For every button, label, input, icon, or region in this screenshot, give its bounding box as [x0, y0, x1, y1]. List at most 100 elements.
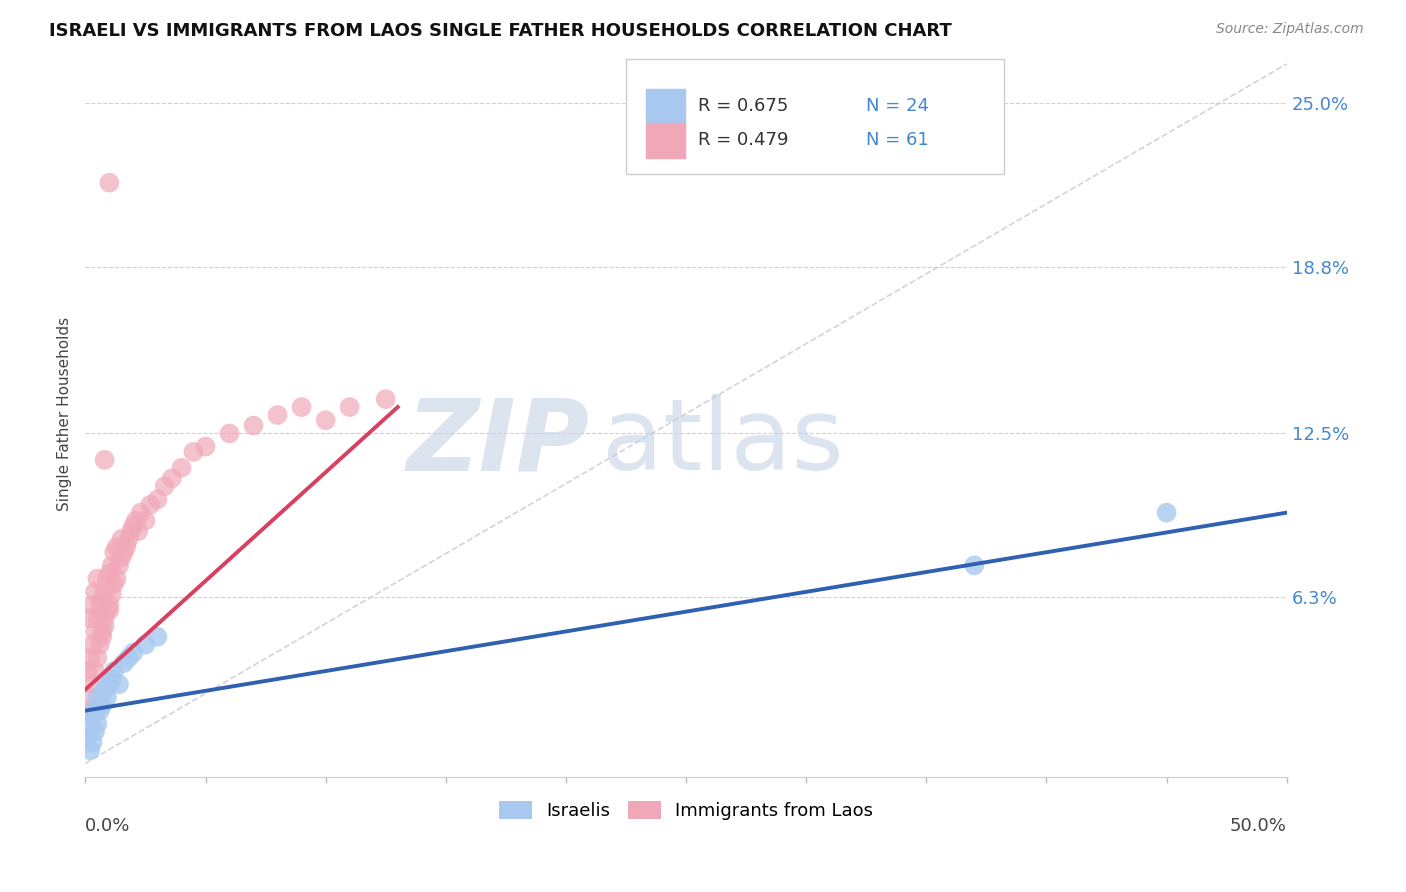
Point	[112, 656, 135, 670]
Point	[374, 392, 396, 406]
Point	[122, 519, 145, 533]
Point	[218, 426, 240, 441]
Point	[122, 646, 145, 660]
Point	[160, 471, 183, 485]
Point	[84, 624, 107, 639]
Point	[98, 566, 121, 581]
Point	[105, 540, 128, 554]
Point	[89, 598, 111, 612]
Point	[91, 698, 114, 713]
Point	[117, 650, 139, 665]
Point	[110, 532, 132, 546]
Point	[266, 408, 288, 422]
Text: 0.0%: 0.0%	[86, 816, 131, 835]
Point	[91, 630, 114, 644]
Point	[103, 577, 125, 591]
Point	[963, 558, 986, 573]
Point	[89, 704, 111, 718]
Point	[96, 572, 118, 586]
Y-axis label: Single Father Households: Single Father Households	[58, 317, 72, 511]
Point	[84, 584, 107, 599]
Point	[170, 460, 193, 475]
Point	[84, 704, 107, 718]
Point	[339, 400, 361, 414]
Text: ZIP: ZIP	[406, 394, 591, 491]
Point	[76, 730, 98, 744]
Point	[117, 532, 139, 546]
Text: atlas: atlas	[602, 394, 844, 491]
Text: ISRAELI VS IMMIGRANTS FROM LAOS SINGLE FATHER HOUSEHOLDS CORRELATION CHART: ISRAELI VS IMMIGRANTS FROM LAOS SINGLE F…	[49, 22, 952, 40]
Point	[242, 418, 264, 433]
Point	[105, 572, 128, 586]
Point	[93, 453, 115, 467]
Point	[115, 540, 138, 554]
Text: N = 24: N = 24	[866, 97, 929, 115]
Point	[93, 682, 115, 697]
Point	[96, 690, 118, 705]
Point	[98, 677, 121, 691]
Point	[96, 603, 118, 617]
Point	[125, 514, 148, 528]
Point	[194, 440, 217, 454]
Point	[91, 624, 114, 639]
Point	[86, 611, 108, 625]
Point	[101, 558, 124, 573]
Bar	[647, 123, 685, 158]
Text: 50.0%: 50.0%	[1230, 816, 1286, 835]
Point	[108, 677, 131, 691]
Point	[291, 400, 314, 414]
Point	[103, 664, 125, 678]
Point	[110, 550, 132, 565]
Point	[98, 598, 121, 612]
Point	[91, 592, 114, 607]
Point	[76, 704, 98, 718]
Point	[86, 650, 108, 665]
Point	[112, 545, 135, 559]
Point	[101, 587, 124, 601]
Point	[79, 650, 101, 665]
Point	[79, 690, 101, 705]
Point	[82, 598, 104, 612]
Point	[93, 584, 115, 599]
Point	[89, 638, 111, 652]
Point	[127, 524, 149, 538]
Point	[82, 735, 104, 749]
Legend: Israelis, Immigrants from Laos: Israelis, Immigrants from Laos	[491, 792, 882, 830]
Text: R = 0.675: R = 0.675	[697, 97, 789, 115]
Point	[108, 558, 131, 573]
Point	[79, 716, 101, 731]
Point	[153, 479, 176, 493]
Point	[93, 619, 115, 633]
Point	[315, 413, 337, 427]
Text: Source: ZipAtlas.com: Source: ZipAtlas.com	[1216, 22, 1364, 37]
Text: N = 61: N = 61	[866, 131, 929, 149]
Point	[76, 664, 98, 678]
Point	[134, 514, 156, 528]
Point	[183, 445, 205, 459]
Point	[86, 572, 108, 586]
Point	[146, 492, 169, 507]
Point	[86, 716, 108, 731]
Point	[86, 690, 108, 705]
Point	[1156, 506, 1178, 520]
Text: R = 0.479: R = 0.479	[697, 131, 789, 149]
Point	[101, 672, 124, 686]
Point	[103, 545, 125, 559]
Point	[98, 176, 121, 190]
Point	[146, 630, 169, 644]
Point	[82, 709, 104, 723]
Point	[93, 611, 115, 625]
Point	[82, 677, 104, 691]
Point	[134, 638, 156, 652]
Point	[98, 603, 121, 617]
Point	[84, 664, 107, 678]
Point	[79, 611, 101, 625]
Point	[120, 524, 142, 538]
Point	[129, 506, 152, 520]
Point	[82, 638, 104, 652]
Point	[139, 498, 162, 512]
Point	[79, 743, 101, 757]
FancyBboxPatch shape	[626, 60, 1004, 174]
Point	[84, 724, 107, 739]
Bar	[647, 88, 685, 123]
